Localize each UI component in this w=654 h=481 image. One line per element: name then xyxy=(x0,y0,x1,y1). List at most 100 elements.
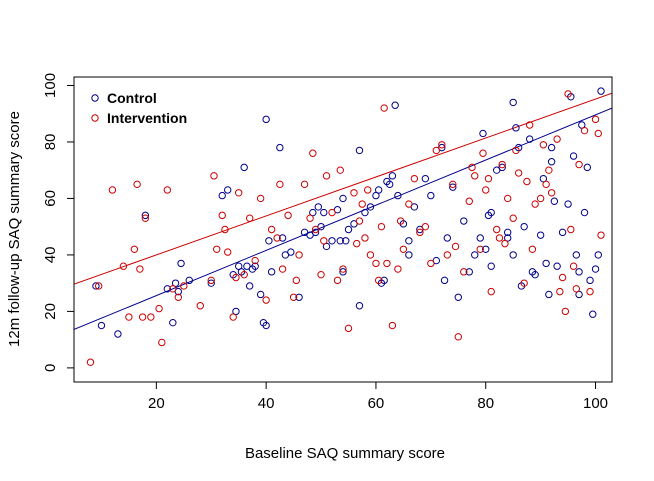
point-control xyxy=(374,186,383,194)
point-control xyxy=(525,135,534,143)
point-control xyxy=(586,276,594,285)
point-intervention xyxy=(180,282,188,290)
point-intervention xyxy=(169,285,177,293)
point-intervention xyxy=(443,251,452,259)
point-control xyxy=(564,200,572,208)
x-tick-label: 60 xyxy=(368,395,385,412)
point-control xyxy=(591,265,600,273)
point-intervention xyxy=(512,146,520,155)
point-control xyxy=(311,228,320,237)
point-control xyxy=(487,262,495,270)
point-control xyxy=(169,318,177,327)
point-intervention xyxy=(501,239,509,248)
point-intervention xyxy=(465,197,473,205)
point-control xyxy=(509,251,517,259)
point-intervention xyxy=(558,273,567,282)
point-intervention xyxy=(95,282,103,290)
point-intervention xyxy=(396,217,405,225)
point-intervention xyxy=(416,228,424,237)
point-intervention xyxy=(493,225,501,234)
point-intervention xyxy=(119,262,128,270)
point-intervention xyxy=(158,338,166,347)
point-intervention xyxy=(163,186,172,194)
point-intervention xyxy=(344,324,353,333)
point-control xyxy=(512,124,520,132)
point-control xyxy=(545,290,553,299)
point-intervention xyxy=(460,268,468,276)
point-intervention xyxy=(125,313,133,321)
point-control xyxy=(262,321,270,330)
point-control xyxy=(245,282,254,290)
point-intervention xyxy=(133,180,141,189)
y-tick-label: 20 xyxy=(42,303,59,320)
point-control xyxy=(509,98,517,107)
point-intervention xyxy=(586,287,594,296)
point-intervention xyxy=(405,200,413,208)
point-intervention xyxy=(451,242,460,251)
point-intervention xyxy=(498,160,506,169)
point-control xyxy=(569,152,578,160)
point-intervention xyxy=(232,273,240,282)
point-intervention xyxy=(311,225,320,234)
point-control xyxy=(262,115,270,124)
point-control xyxy=(320,208,328,217)
x-tick-label: 20 xyxy=(148,395,165,412)
point-control xyxy=(575,268,583,276)
point-intervention xyxy=(594,129,602,138)
point-control xyxy=(536,231,545,239)
point-control xyxy=(443,234,452,242)
point-intervention xyxy=(136,265,144,273)
point-control xyxy=(342,237,350,245)
y-axis-title: 12m follow-up SAQ summary score xyxy=(6,111,23,347)
point-control xyxy=(361,208,369,217)
point-control xyxy=(498,163,506,172)
point-control xyxy=(580,208,589,217)
point-intervention xyxy=(542,180,550,189)
point-control xyxy=(394,191,402,200)
point-control xyxy=(460,217,468,225)
y-tick-label: 40 xyxy=(42,247,59,264)
point-control xyxy=(503,228,512,237)
point-intervention xyxy=(350,189,358,197)
point-intervention xyxy=(207,276,215,285)
point-intervention xyxy=(174,293,183,301)
point-intervention xyxy=(141,214,150,222)
point-control xyxy=(553,262,561,270)
point-intervention xyxy=(317,270,325,279)
point-control xyxy=(207,279,215,287)
point-control xyxy=(385,180,394,189)
point-control xyxy=(597,87,605,95)
point-control xyxy=(339,194,347,203)
point-control xyxy=(427,191,435,200)
point-intervention xyxy=(553,135,561,143)
point-intervention xyxy=(399,245,408,253)
point-intervention xyxy=(300,180,309,189)
point-control xyxy=(476,234,484,242)
point-intervention xyxy=(539,141,548,149)
point-intervention xyxy=(256,194,265,203)
point-intervention xyxy=(597,231,605,239)
point-intervention xyxy=(487,287,495,296)
point-intervention xyxy=(380,104,388,112)
point-control xyxy=(589,310,597,318)
y-tick-label: 100 xyxy=(42,73,59,98)
point-intervention xyxy=(234,189,243,197)
point-intervention xyxy=(322,172,331,180)
fit-line-control xyxy=(74,107,612,330)
point-intervention xyxy=(432,146,441,155)
point-intervention xyxy=(383,259,391,268)
x-axis-title: Baseline SAQ summary score xyxy=(245,445,445,462)
point-intervention xyxy=(514,169,523,177)
point-intervention xyxy=(575,160,583,169)
point-intervention xyxy=(569,262,578,270)
point-intervention xyxy=(438,141,446,149)
point-intervention xyxy=(267,225,276,234)
point-intervention xyxy=(372,259,380,268)
point-control xyxy=(471,251,479,259)
point-intervention xyxy=(580,126,589,135)
point-control xyxy=(550,197,559,205)
point-intervention xyxy=(567,225,575,234)
point-intervention xyxy=(421,222,430,231)
point-control xyxy=(355,302,364,310)
